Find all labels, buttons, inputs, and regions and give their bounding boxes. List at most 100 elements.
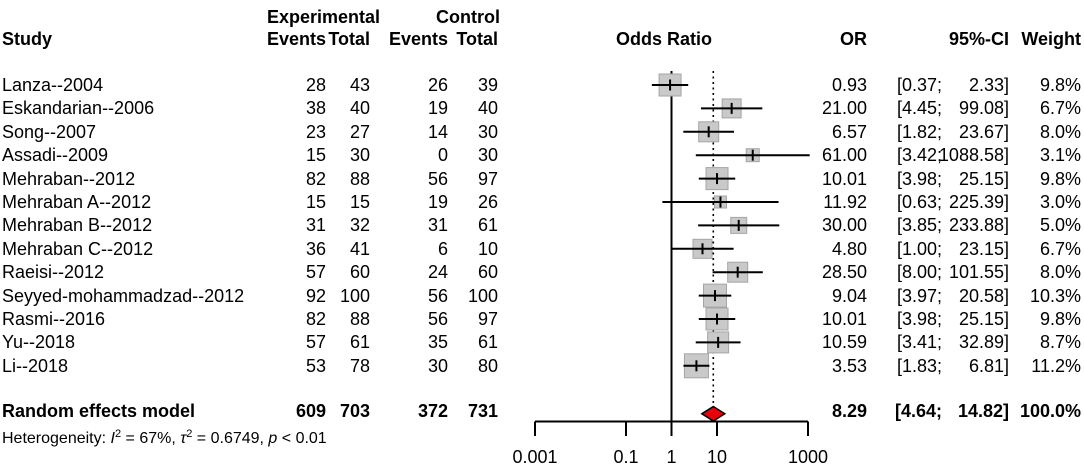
ci-high-cell: 2.33] bbox=[968, 75, 1009, 95]
summary-diamond bbox=[700, 405, 727, 422]
ctrl-events-cell: 0 bbox=[437, 145, 448, 166]
weight-cell: 10.3% bbox=[1029, 285, 1081, 306]
ctrl-total-cell: 40 bbox=[477, 98, 498, 119]
ctrl-events-cell: 31 bbox=[427, 215, 448, 236]
weight-cell: 9.8% bbox=[1039, 168, 1081, 189]
x-axis-tick-label: 10 bbox=[706, 447, 728, 467]
exp-events-cell: 92 bbox=[305, 285, 326, 306]
het-tau-exponent: 2 bbox=[186, 428, 193, 440]
study-name: Lanza--2004 bbox=[2, 75, 104, 95]
ci-high-cell: 32.89] bbox=[958, 332, 1009, 353]
ci-low-cell: [0.37; bbox=[896, 75, 942, 95]
ctrl-events-cell: 19 bbox=[427, 98, 448, 119]
het-p-value: < 0.01 bbox=[277, 430, 327, 447]
study-name: Mehraban A--2012 bbox=[2, 192, 152, 212]
ci-low-cell: [8.00; bbox=[896, 262, 942, 283]
ctrl-total-cell: 30 bbox=[477, 121, 498, 142]
ci-high-cell: 25.15] bbox=[958, 168, 1009, 189]
header-study: Study bbox=[2, 29, 53, 49]
summary-exp-events: 609 bbox=[295, 401, 326, 421]
ci-low-cell: [1.82; bbox=[896, 121, 942, 142]
weight-cell: 9.8% bbox=[1039, 75, 1081, 95]
ctrl-total-cell: 61 bbox=[477, 215, 498, 236]
ctrl-total-cell: 100 bbox=[467, 285, 498, 306]
ci-high-cell: 23.67] bbox=[958, 121, 1009, 142]
header-ctrl-total: Total bbox=[456, 29, 498, 49]
ci-high-cell: 25.15] bbox=[958, 309, 1009, 329]
exp-events-cell: 57 bbox=[305, 332, 326, 353]
het-tau-symbol: τ bbox=[180, 430, 187, 447]
or-cell: 28.50 bbox=[821, 262, 867, 283]
exp-events-cell: 57 bbox=[305, 262, 326, 283]
heterogeneity-note: Heterogeneity: I2 = 67%, τ2 = 0.6749, p … bbox=[2, 428, 327, 450]
exp-total-cell: 30 bbox=[349, 145, 370, 166]
or-cell: 21.00 bbox=[821, 98, 867, 119]
or-cell: 0.93 bbox=[831, 75, 867, 95]
study-name: Song--2007 bbox=[2, 121, 97, 142]
exp-events-cell: 82 bbox=[305, 168, 326, 189]
study-name: Eskandarian--2006 bbox=[2, 98, 155, 119]
ci-low-cell: [1.00; bbox=[896, 238, 942, 259]
ci-low-cell: [3.98; bbox=[896, 309, 942, 329]
summary-label: Random effects model bbox=[2, 401, 196, 421]
ci-low-cell: [1.83; bbox=[896, 355, 942, 376]
study-name: Mehraban--2012 bbox=[2, 168, 136, 189]
exp-total-cell: 88 bbox=[349, 309, 370, 329]
study-name: Rasmi--2016 bbox=[2, 309, 106, 329]
summary-exp-total: 703 bbox=[339, 401, 370, 421]
exp-events-cell: 28 bbox=[305, 75, 326, 95]
het-i-exponent: 2 bbox=[114, 428, 122, 440]
study-name: Raeisi--2012 bbox=[2, 262, 105, 283]
ci-high-cell: 20.58] bbox=[958, 285, 1009, 306]
ctrl-total-cell: 61 bbox=[477, 332, 498, 353]
ctrl-total-cell: 80 bbox=[477, 355, 498, 376]
study-name: Seyyed-mohammadzad--2012 bbox=[2, 285, 245, 306]
exp-events-cell: 15 bbox=[305, 192, 326, 212]
ctrl-events-cell: 26 bbox=[427, 75, 448, 95]
ci-low-cell: [4.45; bbox=[896, 98, 942, 119]
summary-ctrl-events: 372 bbox=[417, 401, 448, 421]
exp-total-cell: 60 bbox=[349, 262, 370, 283]
or-cell: 6.57 bbox=[831, 121, 867, 142]
het-i-symbol: I bbox=[110, 430, 115, 447]
ctrl-total-cell: 26 bbox=[477, 192, 498, 212]
ctrl-total-cell: 97 bbox=[477, 309, 498, 329]
summary-ci-high: 14.82] bbox=[957, 401, 1009, 421]
summary-ctrl-total: 731 bbox=[467, 401, 498, 421]
weight-cell: 8.0% bbox=[1039, 121, 1081, 142]
exp-events-cell: 15 bbox=[305, 145, 326, 166]
x-axis-tick-label: 1 bbox=[666, 447, 677, 467]
ci-high-cell: 99.08] bbox=[958, 98, 1009, 119]
exp-total-cell: 41 bbox=[349, 238, 370, 259]
exp-events-cell: 82 bbox=[305, 309, 326, 329]
exp-total-cell: 40 bbox=[349, 98, 370, 119]
header-experimental: Experimental bbox=[266, 7, 380, 27]
exp-events-cell: 23 bbox=[305, 121, 326, 142]
weight-cell: 8.0% bbox=[1039, 262, 1081, 283]
weight-cell: 6.7% bbox=[1039, 98, 1081, 119]
ctrl-total-cell: 39 bbox=[477, 75, 498, 95]
header-or: OR bbox=[840, 29, 867, 49]
header-control: Control bbox=[436, 7, 500, 27]
or-cell: 61.00 bbox=[821, 145, 867, 166]
ci-high-cell: 1088.58] bbox=[938, 145, 1009, 166]
study-name: Assadi--2009 bbox=[2, 145, 109, 166]
x-axis-tick-label: 0.001 bbox=[512, 447, 558, 467]
weight-cell: 8.7% bbox=[1039, 332, 1081, 353]
ci-high-cell: 233.88] bbox=[948, 215, 1009, 236]
ci-low-cell: [3.97; bbox=[896, 285, 942, 306]
ci-low-cell: [3.42; bbox=[896, 145, 942, 166]
or-cell: 3.53 bbox=[831, 355, 867, 376]
ci-high-cell: 101.55] bbox=[948, 262, 1009, 283]
exp-total-cell: 15 bbox=[349, 192, 370, 212]
weight-cell: 9.8% bbox=[1039, 309, 1081, 329]
ctrl-total-cell: 60 bbox=[477, 262, 498, 283]
header-exp-events: Events bbox=[266, 29, 326, 49]
ctrl-events-cell: 30 bbox=[427, 355, 448, 376]
het-prefix: Heterogeneity: bbox=[2, 430, 111, 447]
summary-weight: 100.0% bbox=[1019, 401, 1081, 421]
study-name: Mehraban B--2012 bbox=[2, 215, 153, 236]
exp-events-cell: 53 bbox=[305, 355, 326, 376]
ctrl-total-cell: 30 bbox=[477, 145, 498, 166]
